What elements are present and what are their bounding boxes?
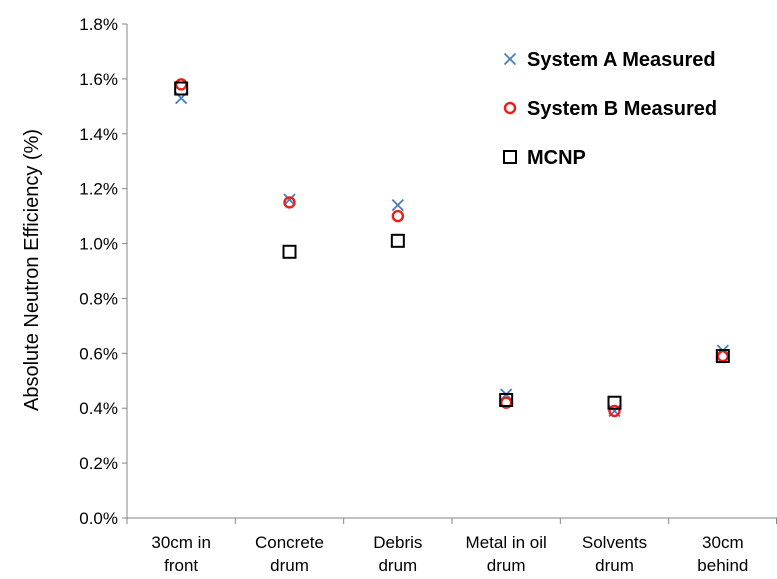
y-tick-label: 0.8% — [79, 289, 118, 308]
series-circle — [174, 78, 730, 418]
legend-label: System B Measured — [527, 98, 717, 120]
x-category-label: 30cm behind — [697, 533, 748, 575]
x-category-label: Debris drum — [373, 533, 422, 575]
legend-marker — [503, 52, 517, 66]
data-point — [174, 78, 188, 91]
legend: System A Measured System B Measured MCNP — [503, 49, 717, 169]
data-point — [607, 395, 622, 410]
y-tick-label: 1.2% — [79, 180, 118, 199]
data-point — [390, 233, 405, 248]
data-point — [174, 81, 189, 96]
y-tick-label: 0.6% — [79, 344, 118, 363]
data-point — [499, 392, 514, 407]
data-point — [391, 209, 405, 223]
legend-label: MCNP — [527, 147, 586, 169]
y-tick-label: 1.4% — [79, 125, 118, 144]
y-tick-label: 1.6% — [79, 70, 118, 89]
series-square — [174, 81, 730, 410]
legend-marker — [503, 101, 517, 115]
data-point — [282, 244, 297, 259]
data-point — [608, 404, 621, 418]
x-category-label: 30cm in front — [151, 533, 211, 575]
y-tick-label: 1.8% — [79, 15, 118, 34]
y-tick-label: 0.2% — [79, 454, 118, 473]
y-axis-title: Absolute Neutron Efficiency (%) — [21, 129, 43, 411]
y-axis: 0.0% 0.2% 0.4% 0.6% 0.8% 1.0% 1.2% 1.4% 1.6% 1.8% — [79, 15, 128, 528]
legend-marker — [503, 150, 517, 164]
data-points — [174, 78, 730, 418]
y-tick-label: 0.0% — [79, 509, 118, 528]
data-point — [716, 349, 730, 363]
legend-item: System B Measured — [503, 98, 717, 120]
x-category-label: Concrete drum — [255, 533, 324, 575]
data-point — [283, 193, 296, 206]
x-axis: 30cm in front Concrete drum Debris drum Metal … — [126, 517, 777, 575]
legend-label: System A Measured — [527, 49, 716, 71]
legend-item: MCNP — [503, 147, 586, 169]
series-x — [175, 91, 729, 418]
x-category-label: Metal in oil drum — [466, 533, 547, 575]
data-point — [715, 349, 730, 364]
legend-item: System A Measured — [503, 49, 716, 71]
data-point — [391, 198, 404, 212]
y-tick-label: 0.4% — [79, 399, 118, 418]
data-point — [283, 196, 296, 209]
x-category-label: Solvents drum — [582, 533, 647, 575]
y-tick-label: 1.0% — [79, 235, 118, 254]
